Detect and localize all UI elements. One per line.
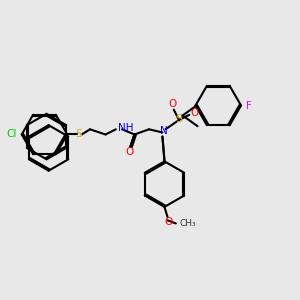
Text: S: S [176,114,182,124]
Text: O: O [190,108,199,118]
Text: O: O [164,218,173,227]
Text: S: S [75,130,82,140]
Text: Cl: Cl [6,130,16,140]
Text: O: O [169,100,177,110]
Text: F: F [246,100,252,110]
Text: NH: NH [118,123,134,133]
Text: N: N [160,126,167,136]
Text: CH₃: CH₃ [180,219,196,228]
Text: O: O [125,147,134,157]
